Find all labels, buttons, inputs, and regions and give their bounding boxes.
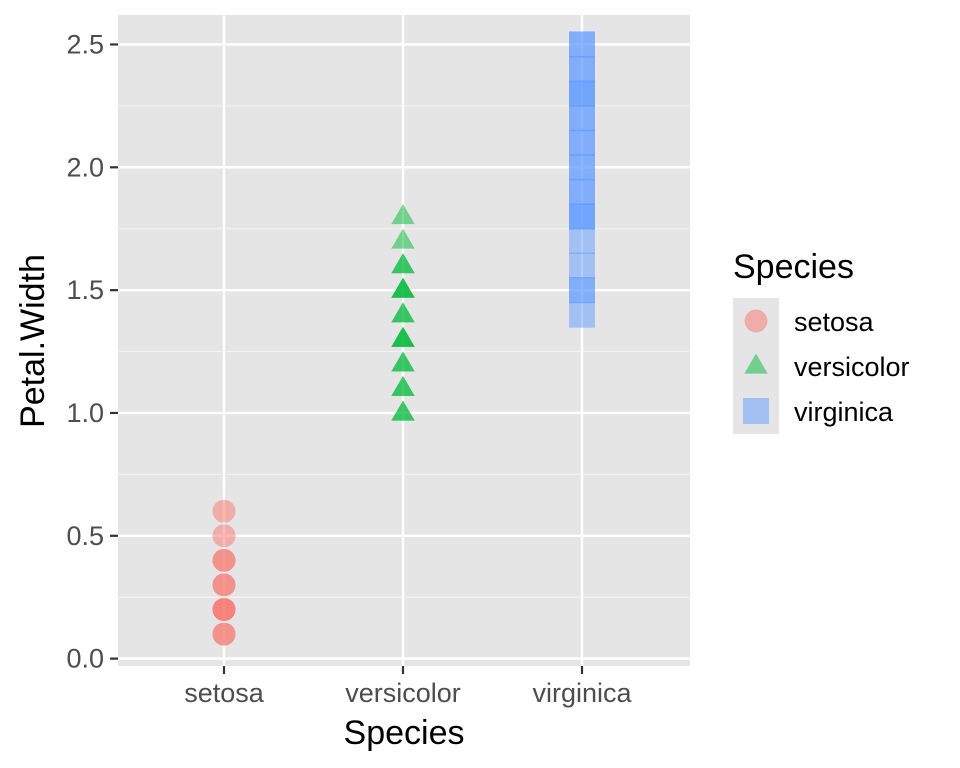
y-axis: 0.0 0.5 1.0 1.5 2.0 2.5 (66, 29, 118, 674)
x-axis: setosa versicolor virginica (184, 666, 632, 708)
virginica-point (569, 56, 595, 83)
y-tick-label: 0.0 (66, 644, 104, 674)
legend-keys: setosa versicolor virginica (733, 298, 910, 434)
legend-label-versicolor: versicolor (794, 352, 910, 382)
virginica-point (569, 252, 595, 279)
legend-label-virginica: virginica (794, 397, 894, 427)
x-axis-title: Species (344, 714, 465, 752)
y-tick-label: 0.5 (66, 521, 104, 551)
virginica-point (569, 129, 595, 156)
setosa-point (212, 573, 236, 597)
data-points (212, 31, 595, 646)
versicolor-point (391, 277, 415, 298)
legend: Species setosa versicolor virginica (733, 248, 910, 434)
y-tick-label: 2.0 (66, 152, 104, 182)
setosa-point (212, 597, 236, 621)
virginica-point (569, 228, 595, 255)
setosa-point (212, 622, 236, 646)
versicolor-point (391, 351, 415, 372)
x-tick-label: versicolor (345, 678, 461, 708)
legend-key-versicolor (744, 353, 768, 374)
versicolor-point (391, 326, 415, 347)
x-tick-label: setosa (184, 678, 265, 708)
versicolor-point (391, 302, 415, 323)
virginica-point (569, 203, 595, 230)
virginica-point (569, 31, 595, 58)
virginica-point (569, 178, 595, 205)
versicolor-point (391, 228, 415, 249)
virginica-point (569, 105, 595, 132)
versicolor-point (391, 375, 415, 397)
versicolor-point (391, 400, 415, 421)
legend-key-setosa (744, 309, 768, 333)
y-tick-label: 1.0 (66, 398, 104, 428)
y-tick-label: 1.5 (66, 275, 104, 305)
setosa-point (212, 499, 236, 523)
versicolor-point (391, 253, 415, 274)
setosa-point (212, 548, 236, 572)
virginica-point (569, 301, 595, 328)
legend-title: Species (733, 248, 854, 286)
virginica-point (569, 154, 595, 181)
versicolor-point (391, 203, 415, 225)
virginica-point (569, 277, 595, 304)
y-axis-title: Petal.Width (14, 254, 52, 428)
setosa-point (212, 524, 236, 548)
legend-label-setosa: setosa (794, 307, 875, 337)
y-tick-label: 2.5 (66, 29, 104, 59)
virginica-point (569, 80, 595, 107)
x-tick-label: virginica (532, 678, 632, 708)
legend-key-virginica (743, 398, 769, 424)
